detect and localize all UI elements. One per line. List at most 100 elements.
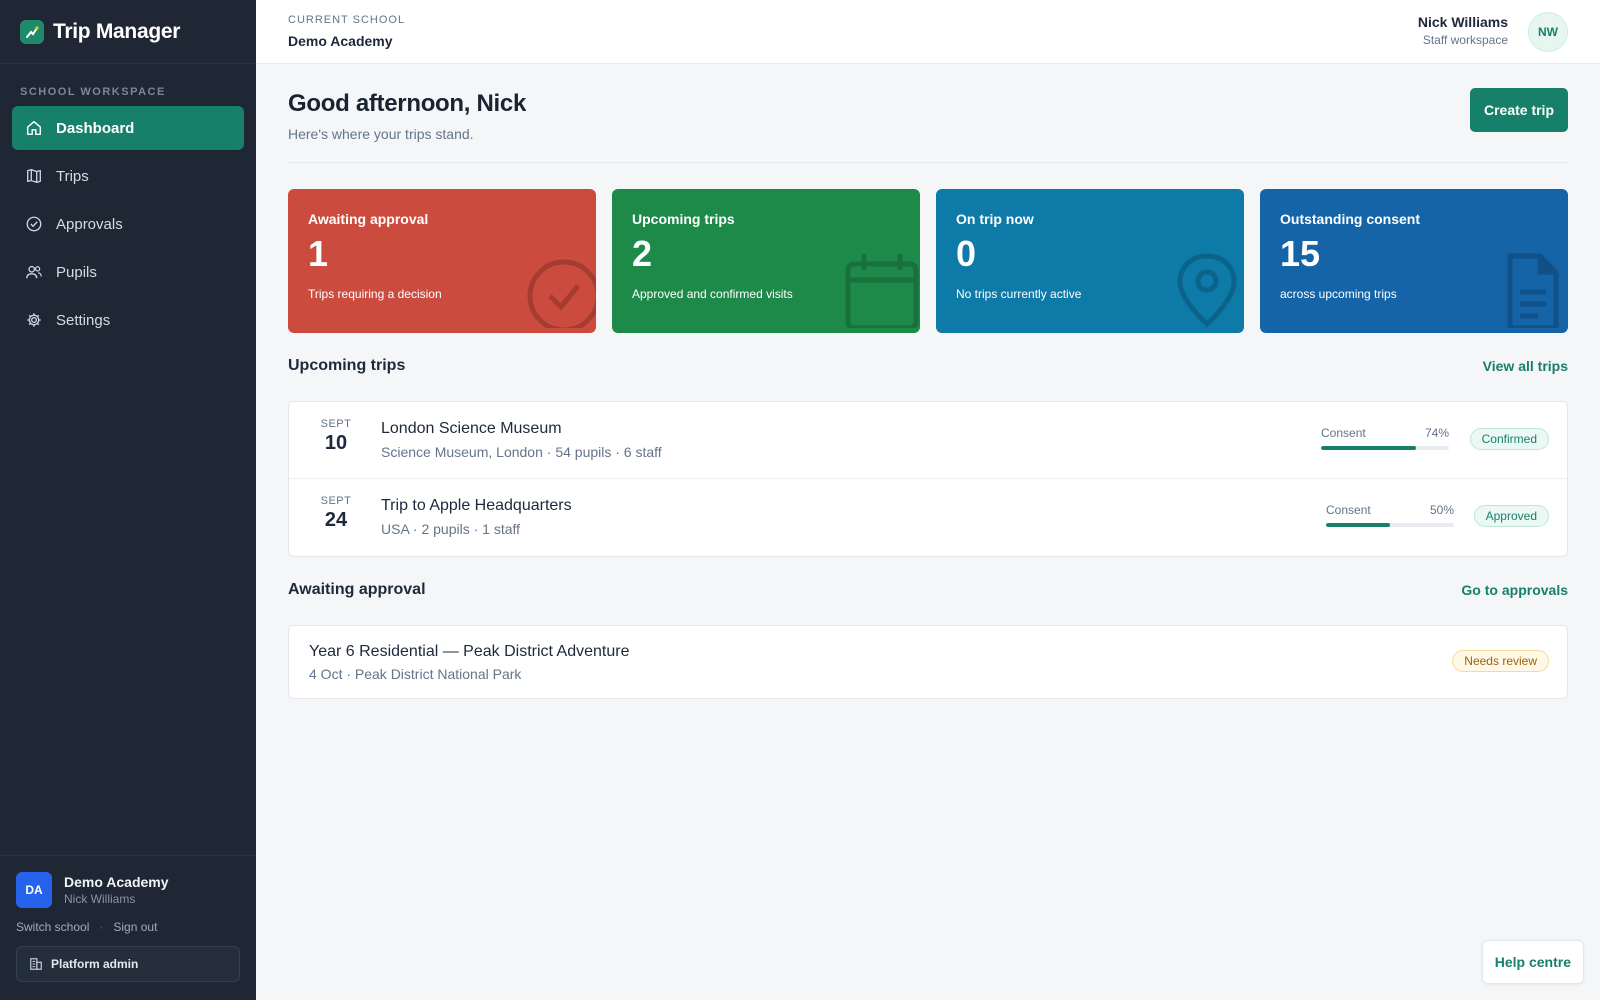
- sidebar-item-settings[interactable]: Settings: [12, 298, 244, 342]
- consent-progress: Consent 50%: [1326, 503, 1454, 527]
- upcoming-trips-list: SEPT 10 London Science Museum Science Mu…: [288, 401, 1568, 557]
- stat-card-outstanding-consent[interactable]: Outstanding consent 15 across upcoming t…: [1260, 189, 1568, 333]
- help-centre-button[interactable]: Help centre: [1481, 940, 1584, 984]
- map-pin-icon: [1164, 248, 1244, 333]
- status-badge: Confirmed: [1469, 428, 1549, 450]
- stat-title: Awaiting approval: [308, 211, 429, 227]
- trip-day: 24: [324, 509, 348, 531]
- stat-description: Approved and confirmed visits: [632, 287, 793, 301]
- page-title: Good afternoon, Nick: [288, 90, 527, 117]
- map-icon: [24, 166, 44, 186]
- awaiting-approval-header: Awaiting approval Go to approvals: [288, 581, 1568, 599]
- account-school-name: Demo Academy: [64, 874, 169, 890]
- stat-description: No trips currently active: [956, 287, 1082, 301]
- app-name: Trip Manager: [53, 19, 181, 43]
- stat-card-on-trip-now[interactable]: On trip now 0 No trips currently active: [936, 189, 1244, 333]
- consent-bar: [1326, 523, 1454, 527]
- top-bar: CURRENT SCHOOL Demo Academy Nick William…: [256, 0, 1600, 64]
- current-school-name: Demo Academy: [288, 33, 393, 49]
- user-role: Staff workspace: [1422, 33, 1508, 47]
- trip-date: SEPT 24: [309, 495, 363, 532]
- consent-label: Consent: [1321, 426, 1366, 440]
- check-circle-icon: [24, 214, 44, 234]
- sidebar-nav: Dashboard Trips Approvals Pupils Setting…: [0, 106, 256, 342]
- school-avatar: DA: [16, 872, 52, 908]
- trip-month: SEPT: [320, 495, 352, 507]
- trip-meta: USA · 2 pupils · 1 staff: [381, 521, 521, 537]
- section-title: Awaiting approval: [288, 581, 426, 598]
- building-icon: [29, 957, 43, 971]
- go-to-approvals-link[interactable]: Go to approvals: [1461, 582, 1568, 598]
- approval-trip-name: Year 6 Residential — Peak District Adven…: [309, 643, 630, 660]
- sidebar-item-label: Trips: [56, 167, 89, 185]
- page-subtitle: Here's where your trips stand.: [288, 126, 474, 142]
- route-logo-icon: [20, 19, 44, 44]
- create-trip-button[interactable]: Create trip: [1469, 88, 1568, 132]
- separator-dot: ·: [99, 920, 104, 934]
- stat-value: 2: [632, 233, 653, 274]
- home-icon: [24, 118, 44, 138]
- users-icon: [24, 262, 44, 282]
- sidebar-item-dashboard[interactable]: Dashboard: [12, 106, 244, 150]
- approval-trip-meta: 4 Oct · Peak District National Park: [309, 666, 522, 682]
- sidebar-item-trips[interactable]: Trips: [12, 154, 244, 198]
- platform-admin-label: Platform admin: [51, 957, 139, 971]
- stat-description: Trips requiring a decision: [308, 287, 442, 301]
- section-title: Upcoming trips: [288, 357, 406, 374]
- workspace-label: SCHOOL WORKSPACE: [20, 86, 166, 98]
- user-info[interactable]: Nick Williams Staff workspace: [1418, 14, 1508, 47]
- header-divider: [288, 162, 1568, 163]
- check-circle-icon: [506, 248, 596, 333]
- trip-date: SEPT 10: [309, 418, 363, 455]
- switch-school-link[interactable]: Switch school: [16, 920, 90, 934]
- stat-card-awaiting-approval[interactable]: Awaiting approval 1 Trips requiring a de…: [288, 189, 596, 333]
- consent-progress: Consent 74%: [1321, 426, 1449, 450]
- calendar-icon: [840, 248, 920, 333]
- trip-row[interactable]: SEPT 24 Trip to Apple Headquarters USA ·…: [289, 479, 1567, 556]
- gear-icon: [24, 310, 44, 330]
- consent-bar: [1321, 446, 1449, 450]
- trip-day: 10: [324, 432, 348, 454]
- sidebar-item-approvals[interactable]: Approvals: [12, 202, 244, 246]
- document-icon: [1498, 248, 1568, 333]
- trip-row[interactable]: SEPT 10 London Science Museum Science Mu…: [289, 402, 1567, 479]
- trip-month: SEPT: [320, 418, 352, 430]
- sidebar: Trip Manager SCHOOL WORKSPACE Dashboard …: [0, 0, 256, 1000]
- user-name: Nick Williams: [1417, 14, 1508, 30]
- approval-row[interactable]: Year 6 Residential — Peak District Adven…: [289, 626, 1567, 698]
- trip-name: London Science Museum: [381, 420, 562, 437]
- account-user-name: Nick Williams: [64, 892, 136, 906]
- awaiting-approval-list: Year 6 Residential — Peak District Adven…: [288, 625, 1568, 699]
- status-badge: Needs review: [1452, 650, 1549, 672]
- consent-bar-fill: [1326, 523, 1390, 527]
- sidebar-item-label: Dashboard: [56, 119, 135, 137]
- sidebar-footer: DA Demo Academy Nick Williams Switch sch…: [0, 855, 256, 1000]
- trip-meta: Science Museum, London · 54 pupils · 6 s…: [381, 444, 662, 460]
- upcoming-trips-header: Upcoming trips View all trips: [288, 357, 1568, 375]
- platform-admin-button[interactable]: Platform admin: [16, 946, 240, 982]
- stat-title: On trip now: [956, 211, 1034, 227]
- sidebar-item-label: Approvals: [56, 215, 123, 233]
- consent-label: Consent: [1326, 503, 1371, 517]
- consent-percent: 50%: [1429, 503, 1454, 517]
- account-switcher[interactable]: DA Demo Academy Nick Williams: [16, 872, 240, 908]
- consent-bar-fill: [1321, 446, 1416, 450]
- current-school-label: CURRENT SCHOOL: [288, 14, 406, 26]
- sidebar-item-label: Pupils: [56, 263, 97, 281]
- view-all-trips-link[interactable]: View all trips: [1482, 358, 1568, 374]
- user-avatar[interactable]: NW: [1528, 12, 1568, 52]
- brand[interactable]: Trip Manager: [0, 0, 256, 64]
- consent-percent: 74%: [1424, 426, 1449, 440]
- sidebar-item-pupils[interactable]: Pupils: [12, 250, 244, 294]
- stats-row: Awaiting approval 1 Trips requiring a de…: [288, 189, 1568, 333]
- sidebar-item-label: Settings: [56, 311, 111, 329]
- stat-title: Upcoming trips: [632, 211, 735, 227]
- stat-value: 1: [308, 233, 329, 274]
- sign-out-link[interactable]: Sign out: [113, 920, 158, 934]
- stat-description: across upcoming trips: [1280, 287, 1397, 301]
- trip-name: Trip to Apple Headquarters: [381, 497, 572, 514]
- stat-title: Outstanding consent: [1280, 211, 1420, 227]
- status-badge: Approved: [1473, 505, 1549, 527]
- stat-value: 15: [1280, 233, 1321, 274]
- stat-card-upcoming-trips[interactable]: Upcoming trips 2 Approved and confirmed …: [612, 189, 920, 333]
